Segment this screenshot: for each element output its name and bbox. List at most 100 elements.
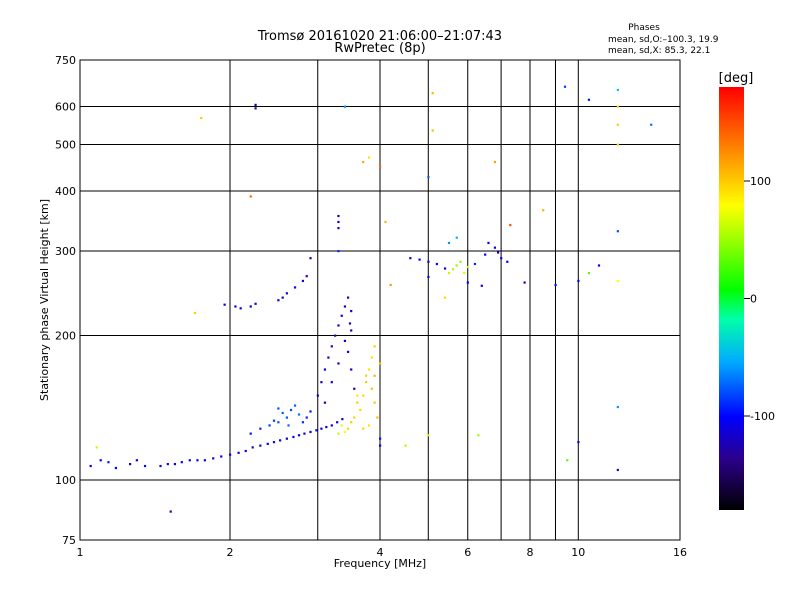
- data-points: [89, 85, 653, 513]
- data-point: [254, 103, 257, 106]
- data-point: [279, 439, 282, 442]
- data-point: [447, 271, 451, 275]
- data-point: [379, 444, 382, 447]
- data-point: [341, 418, 344, 421]
- x-tick-label: 2: [227, 546, 234, 559]
- data-point: [616, 123, 619, 126]
- data-point: [305, 275, 308, 278]
- data-point: [480, 284, 483, 287]
- data-point: [343, 305, 347, 308]
- data-point: [435, 262, 438, 266]
- data-point: [496, 251, 500, 254]
- y-tick-label: 400: [55, 185, 76, 198]
- data-point: [169, 510, 172, 513]
- plot-frame: [79, 59, 681, 541]
- y-tick-label: 500: [55, 139, 76, 152]
- data-point: [287, 424, 290, 427]
- data-point: [259, 444, 262, 447]
- data-point: [268, 424, 271, 427]
- data-point: [249, 305, 252, 308]
- colorbar-tick-label: -100: [750, 410, 775, 423]
- stats-x-mode: mean, sd,X: 85.3, 22.1: [608, 46, 710, 56]
- data-point: [251, 446, 254, 449]
- data-point: [362, 394, 365, 397]
- data-point: [379, 437, 382, 440]
- data-point: [316, 394, 319, 397]
- data-point: [447, 241, 451, 245]
- data-point: [285, 437, 288, 440]
- data-point: [409, 257, 412, 260]
- data-point: [337, 214, 340, 218]
- data-point: [427, 260, 430, 263]
- data-point: [389, 283, 392, 287]
- data-point: [367, 424, 371, 427]
- data-point: [337, 250, 340, 253]
- x-tick-label: 16: [673, 546, 687, 559]
- data-point: [327, 356, 330, 359]
- data-point: [340, 424, 343, 427]
- data-point: [379, 362, 382, 365]
- data-point: [554, 283, 557, 287]
- data-point: [237, 451, 240, 454]
- data-point: [427, 175, 430, 179]
- data-point: [330, 424, 333, 427]
- colorbar-tick-label: 0: [750, 293, 757, 306]
- data-point: [272, 441, 276, 444]
- data-point: [337, 227, 340, 230]
- y-tick-label: 750: [55, 54, 76, 67]
- data-point: [443, 267, 447, 270]
- data-point: [431, 92, 434, 95]
- data-point: [301, 279, 305, 283]
- data-point: [297, 434, 301, 437]
- data-point: [249, 195, 252, 198]
- data-point: [293, 404, 297, 407]
- x-tick-label: 1: [77, 546, 84, 559]
- x-tick-label: 10: [571, 546, 585, 559]
- data-point: [356, 394, 359, 397]
- data-point: [323, 368, 327, 371]
- data-point: [404, 444, 407, 447]
- data-point: [281, 296, 284, 299]
- y-tick-label: 100: [55, 474, 76, 487]
- colorbar-label: [deg]: [719, 71, 754, 86]
- data-point: [477, 434, 480, 437]
- data-point: [367, 156, 371, 159]
- y-tick-label: 300: [55, 245, 76, 258]
- data-point: [427, 275, 430, 279]
- data-point: [362, 160, 365, 164]
- data-point: [159, 464, 162, 468]
- data-point: [309, 430, 312, 434]
- data-point: [239, 307, 242, 310]
- data-point: [379, 165, 382, 168]
- data-point: [484, 253, 487, 256]
- data-point: [443, 296, 447, 299]
- data-point: [254, 302, 257, 305]
- data-point: [305, 416, 308, 419]
- colorbar-ticks: -100 0 100: [744, 175, 775, 423]
- data-point: [292, 435, 295, 439]
- data-point: [367, 368, 371, 371]
- data-point: [350, 309, 353, 313]
- data-point: [114, 466, 118, 470]
- data-point: [99, 459, 102, 462]
- data-point: [463, 271, 466, 275]
- data-point: [303, 432, 306, 435]
- data-point: [337, 432, 340, 435]
- data-point: [523, 281, 526, 284]
- data-point: [293, 286, 297, 289]
- data-point: [493, 160, 497, 164]
- data-point: [320, 381, 323, 384]
- data-point: [473, 262, 477, 266]
- data-point: [95, 446, 98, 449]
- data-point: [259, 427, 262, 430]
- data-point: [359, 408, 362, 412]
- data-point: [616, 230, 619, 233]
- data-point: [350, 368, 353, 371]
- data-point: [373, 345, 376, 348]
- data-point: [365, 381, 368, 384]
- data-point: [455, 264, 458, 267]
- data-point: [343, 105, 347, 108]
- x-axis-label: Frequency [MHz]: [334, 557, 426, 570]
- data-point: [336, 421, 339, 424]
